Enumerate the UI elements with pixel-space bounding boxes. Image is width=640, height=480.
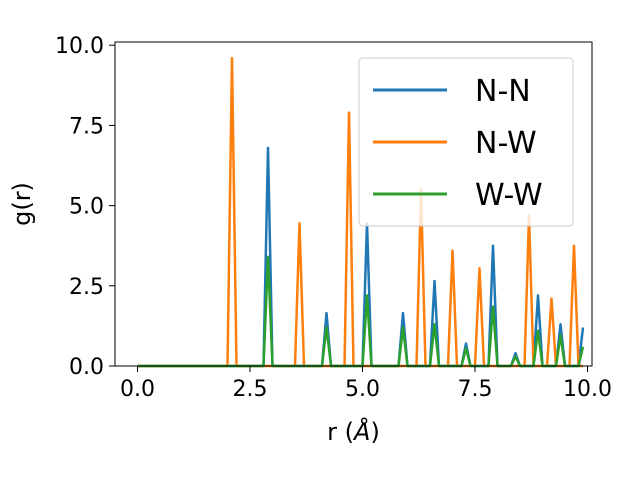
- x-tick-label: 2.5: [233, 377, 268, 402]
- x-tick-label: 7.5: [458, 377, 493, 402]
- y-tick-label: 7.5: [69, 114, 104, 139]
- legend-box: [358, 57, 574, 227]
- plot-frame: [114, 41, 593, 367]
- y-tick-label: 5.0: [69, 195, 104, 220]
- axes-layer: 0.0 2.5 5.0 7.5 10.0 0.0 2.5 5.0 7.5 10.0 r (Å) g(r…: [8, 34, 612, 446]
- x-tick-label: 10.0: [563, 377, 612, 402]
- legend: N-N N-W W-W: [358, 57, 574, 227]
- y-axis-label: g(r): [8, 182, 36, 226]
- series-line-w-w: [137, 255, 585, 368]
- legend-label-n-w: N-W: [475, 126, 537, 161]
- x-tick-label: 5.0: [345, 377, 380, 402]
- legend-label-n-n: N-N: [475, 74, 531, 109]
- legend-label-w-w: W-W: [475, 178, 543, 213]
- y-tick-label: 10.0: [55, 34, 104, 59]
- x-tick-label: 0.0: [120, 377, 155, 402]
- y-tick-label: 0.0: [69, 355, 104, 380]
- y-tick-label: 2.5: [69, 275, 104, 300]
- x-axis-label: r (Å): [327, 417, 380, 446]
